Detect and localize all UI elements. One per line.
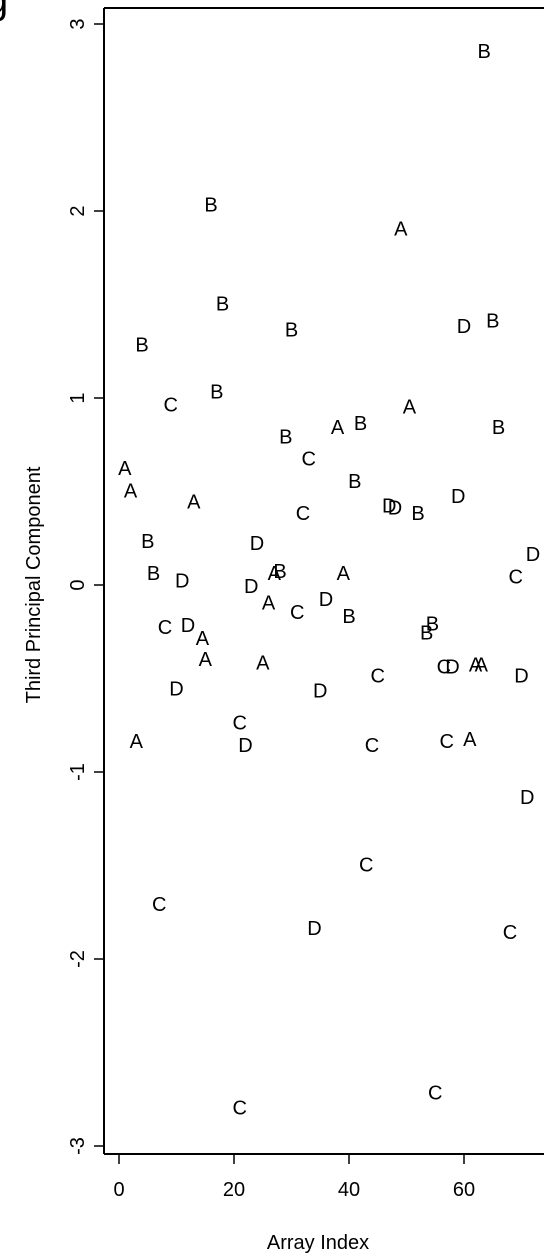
data-point: D xyxy=(382,495,396,517)
y-axis-title: Third Principal Component xyxy=(23,466,45,703)
x-axis-title: Array Index xyxy=(267,1232,369,1254)
x-tick-label: 60 xyxy=(453,1179,475,1201)
data-point: D xyxy=(307,918,321,940)
data-point: D xyxy=(319,589,333,611)
data-point: D xyxy=(520,787,534,809)
data-point: C xyxy=(233,1098,247,1120)
data-point: A xyxy=(394,219,408,241)
data-point: D xyxy=(313,681,327,703)
x-tick-label: 40 xyxy=(338,1179,360,1201)
data-point: D xyxy=(238,735,252,757)
data-point: C xyxy=(302,449,316,471)
data-point: A xyxy=(475,654,489,676)
data-point: A xyxy=(196,628,210,650)
data-point: C xyxy=(437,656,451,678)
data-point: B xyxy=(426,613,439,635)
data-point: A xyxy=(118,458,132,480)
y-tick-label: 2 xyxy=(67,205,89,216)
data-point: D xyxy=(244,576,258,598)
data-point: A xyxy=(331,417,345,439)
data-point: B xyxy=(210,381,223,403)
y-tick-label: -1 xyxy=(67,763,89,781)
data-point: B xyxy=(141,531,154,553)
data-point: B xyxy=(204,194,217,216)
data-point: B xyxy=(354,413,367,435)
data-point: A xyxy=(268,563,282,585)
data-point: B xyxy=(477,41,490,63)
y-tick-label: -2 xyxy=(67,950,89,968)
data-point: B xyxy=(135,335,148,357)
data-point: B xyxy=(348,471,361,493)
data-point: D xyxy=(250,533,264,555)
axes-group: -3 -2 -1 0 1 2 3 0 20 40 60 xyxy=(67,7,544,1201)
data-point: D xyxy=(514,666,528,688)
data-point: D xyxy=(451,486,465,508)
data-point: B xyxy=(285,320,298,342)
data-point: C xyxy=(365,735,379,757)
data-point: D xyxy=(526,544,540,566)
data-point: C xyxy=(428,1083,442,1105)
data-point: D xyxy=(388,497,402,519)
data-point: A xyxy=(199,649,213,671)
y-tick-label: -3 xyxy=(67,1137,89,1155)
data-point: A xyxy=(469,654,483,676)
data-point: B xyxy=(492,417,505,439)
data-point: B xyxy=(486,310,499,332)
data-point: C xyxy=(359,855,373,877)
data-point: C xyxy=(371,666,385,688)
data-point: D xyxy=(445,656,459,678)
panel-letter: g xyxy=(0,0,8,20)
data-point: D xyxy=(169,679,183,701)
data-point: C xyxy=(233,712,247,734)
data-point: C xyxy=(290,602,304,624)
data-point: C xyxy=(509,567,523,589)
data-point: D xyxy=(181,615,195,637)
data-point: C xyxy=(296,503,310,525)
data-point: C xyxy=(152,894,166,916)
data-point: B xyxy=(216,294,229,316)
data-point: D xyxy=(457,316,471,338)
data-point: B xyxy=(147,563,160,585)
x-tick-label: 20 xyxy=(223,1179,245,1201)
data-point: C xyxy=(158,617,172,639)
data-point: B xyxy=(420,623,433,645)
y-tick-label: 0 xyxy=(67,579,89,590)
data-point: A xyxy=(337,563,351,585)
data-point: C xyxy=(440,731,454,753)
data-point: D xyxy=(175,570,189,592)
y-tick-label: 3 xyxy=(67,18,89,29)
data-point: B xyxy=(273,561,286,583)
data-point: A xyxy=(187,492,201,514)
data-point: A xyxy=(262,593,276,615)
data-point: C xyxy=(503,922,517,944)
data-point: A xyxy=(124,481,138,503)
data-point: A xyxy=(130,731,144,753)
data-point: B xyxy=(279,426,292,448)
y-tick-label: 1 xyxy=(67,392,89,403)
data-point: A xyxy=(256,653,270,675)
data-point: C xyxy=(164,394,178,416)
data-point: B xyxy=(342,606,355,628)
x-tick-label: 0 xyxy=(113,1179,124,1201)
data-point: A xyxy=(403,396,417,418)
data-point: B xyxy=(411,503,424,525)
data-point: A xyxy=(463,729,477,751)
